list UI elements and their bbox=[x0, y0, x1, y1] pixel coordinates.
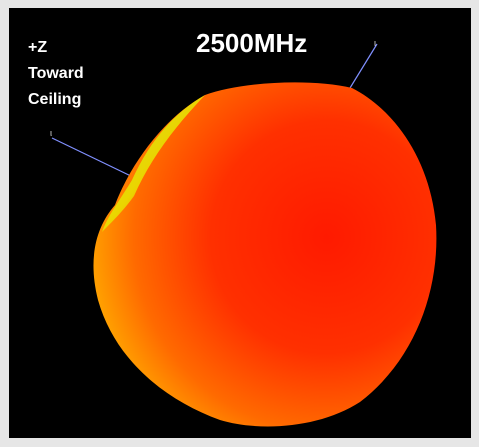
axis-label: +Z bbox=[28, 39, 47, 56]
title: 2500MHz bbox=[196, 28, 307, 58]
axis-line bbox=[51, 137, 136, 179]
axis-marker: ι bbox=[50, 128, 52, 138]
axis-line bbox=[349, 43, 378, 89]
radiation-pattern bbox=[93, 82, 437, 427]
axis-marker: ι bbox=[374, 38, 376, 48]
axis-label: Toward bbox=[28, 65, 84, 82]
axis-label: Ceiling bbox=[28, 91, 81, 108]
pattern-highlight bbox=[102, 95, 205, 232]
